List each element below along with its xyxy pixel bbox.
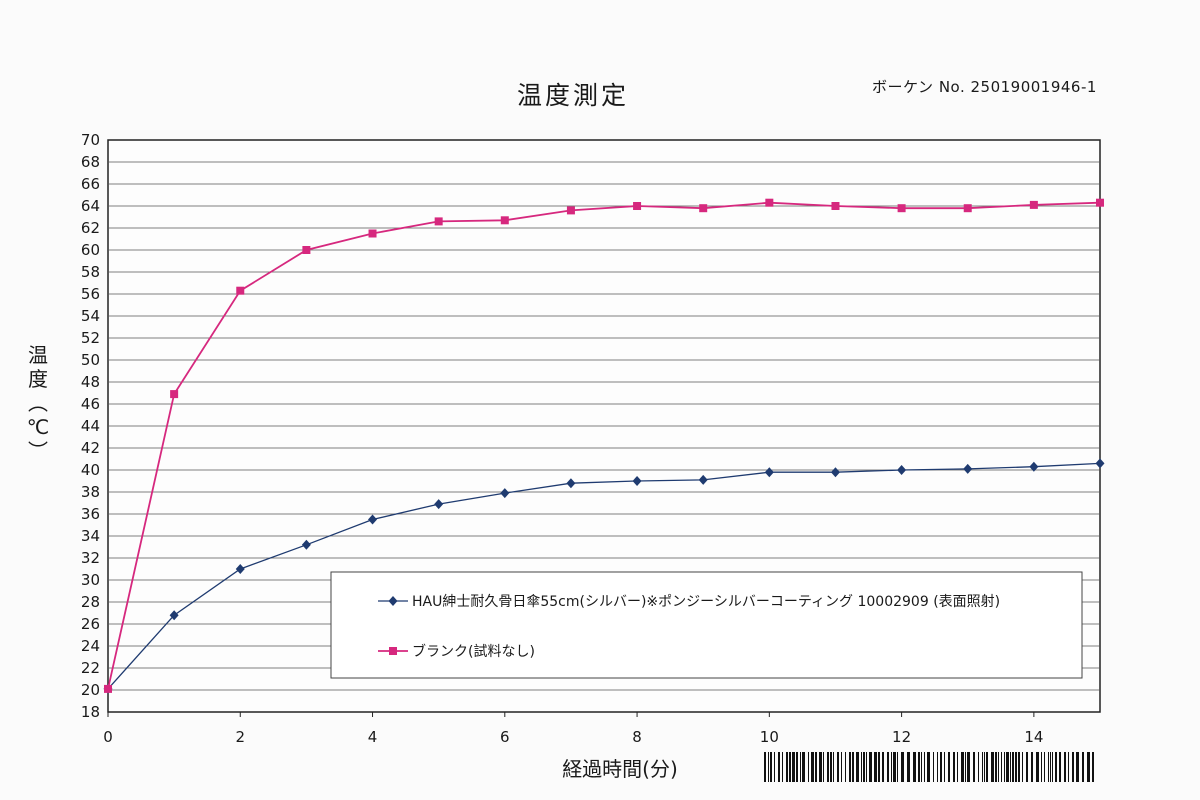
legend-marker (389, 647, 397, 655)
x-axis-title: 経過時間(分) (562, 757, 678, 781)
data-point (897, 465, 907, 475)
legend-box (330, 571, 1083, 679)
y-tick-label: 44 (81, 417, 100, 435)
y-axis-title-char: ℃ (27, 415, 49, 439)
x-tick-label: 2 (235, 728, 245, 746)
y-tick-label: 56 (81, 285, 100, 303)
barcode (764, 752, 1096, 782)
y-tick-label: 54 (81, 307, 100, 325)
series-line (107, 462, 1101, 690)
data-point (897, 204, 906, 213)
data-point (566, 206, 575, 215)
legend-marker (388, 596, 398, 606)
data-point (170, 390, 179, 399)
y-tick-label: 24 (81, 637, 100, 655)
data-point (104, 684, 112, 693)
x-axis-ticks: 0 2 4 6 8 10 12 14 (103, 712, 1043, 746)
data-point (500, 216, 509, 225)
y-tick-label: 28 (81, 593, 100, 611)
data-point (632, 476, 642, 486)
y-tick-label: 64 (81, 197, 100, 215)
legend-item: HAU紳士耐久骨日傘55cm(シルバー)※ポンジーシルバーコーティング 1000… (378, 594, 1000, 610)
x-tick-label: 8 (632, 728, 642, 746)
x-tick-label: 12 (892, 728, 911, 746)
x-tick-label: 0 (103, 728, 113, 746)
y-tick-label: 42 (81, 439, 100, 457)
y-tick-label: 38 (81, 483, 100, 501)
legend-item: ブランク(試料なし) (378, 643, 535, 660)
x-tick-label: 10 (760, 728, 779, 746)
data-point (633, 202, 642, 210)
y-tick-label: 34 (81, 527, 100, 545)
data-point (1096, 198, 1104, 207)
y-tick-label: 70 (81, 131, 100, 149)
data-point (699, 204, 708, 213)
y-tick-label: 68 (81, 153, 100, 171)
y-tick-label: 26 (81, 615, 100, 633)
x-tick-label: 14 (1024, 728, 1043, 746)
series-layer (103, 198, 1105, 694)
series-2 (104, 198, 1104, 693)
data-point (698, 474, 708, 485)
legend: HAU紳士耐久骨日傘55cm(シルバー)※ポンジーシルバーコーティング 1000… (330, 571, 1083, 679)
y-axis-title-char: ︶ (28, 439, 48, 463)
legend-label: ブランク(試料なし) (412, 643, 535, 660)
data-point (963, 204, 972, 213)
y-tick-label: 32 (81, 549, 100, 567)
data-point (764, 467, 774, 478)
data-point (235, 564, 245, 574)
report-number: ボーケン No. 25019001946-1 (872, 78, 1097, 96)
barcode-image (764, 752, 1094, 782)
y-axis-title-char: 温 (28, 343, 48, 367)
y-tick-label: 18 (81, 703, 100, 721)
y-tick-label: 46 (81, 395, 100, 413)
y-tick-label: 62 (81, 219, 100, 237)
series-line (107, 201, 1101, 690)
data-point (1029, 200, 1038, 209)
data-point (434, 499, 444, 510)
y-tick-label: 20 (81, 681, 100, 699)
x-tick-label: 6 (500, 728, 510, 746)
data-point (1095, 458, 1105, 469)
data-point (301, 539, 311, 550)
y-axis-ticks: 18 20 22 24 26 28 30 32 34 36 38 40 42 44 46 48 50 52 54 56… (81, 131, 100, 721)
y-axis-title-char: 度 (28, 367, 48, 391)
data-point (963, 463, 973, 474)
data-point (566, 478, 576, 489)
data-point (434, 217, 443, 226)
data-point (368, 229, 377, 238)
y-tick-label: 50 (81, 351, 100, 369)
data-point (368, 514, 378, 525)
y-tick-label: 52 (81, 329, 100, 347)
data-point (830, 467, 840, 478)
y-tick-label: 48 (81, 373, 100, 391)
y-tick-label: 66 (81, 175, 100, 193)
data-point (236, 286, 245, 295)
data-point (1029, 461, 1039, 472)
x-tick-label: 4 (368, 728, 378, 746)
data-point (302, 246, 311, 254)
y-tick-label: 40 (81, 461, 100, 479)
data-point (831, 202, 840, 210)
y-tick-label: 58 (81, 263, 100, 281)
y-tick-label: 36 (81, 505, 100, 523)
y-tick-label: 22 (81, 659, 100, 677)
y-axis-title: 温度︵℃︶ (27, 343, 49, 463)
legend-label: HAU紳士耐久骨日傘55cm(シルバー)※ポンジーシルバーコーティング 1000… (412, 594, 1000, 610)
y-tick-label: 30 (81, 571, 100, 589)
series-1 (103, 458, 1105, 694)
y-tick-label: 60 (81, 241, 100, 259)
y-axis-title-char: ︵ (28, 391, 48, 415)
data-point (500, 488, 510, 499)
chart-title: 温度測定 (516, 81, 629, 110)
data-point (765, 198, 774, 207)
data-point (169, 610, 179, 621)
